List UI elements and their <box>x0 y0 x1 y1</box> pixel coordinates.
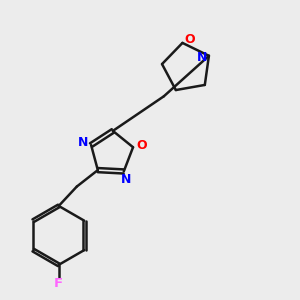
Text: N: N <box>78 136 88 148</box>
Text: O: O <box>184 33 195 46</box>
Text: O: O <box>136 139 147 152</box>
Text: N: N <box>197 51 208 64</box>
Text: F: F <box>54 277 63 290</box>
Text: N: N <box>121 172 131 186</box>
